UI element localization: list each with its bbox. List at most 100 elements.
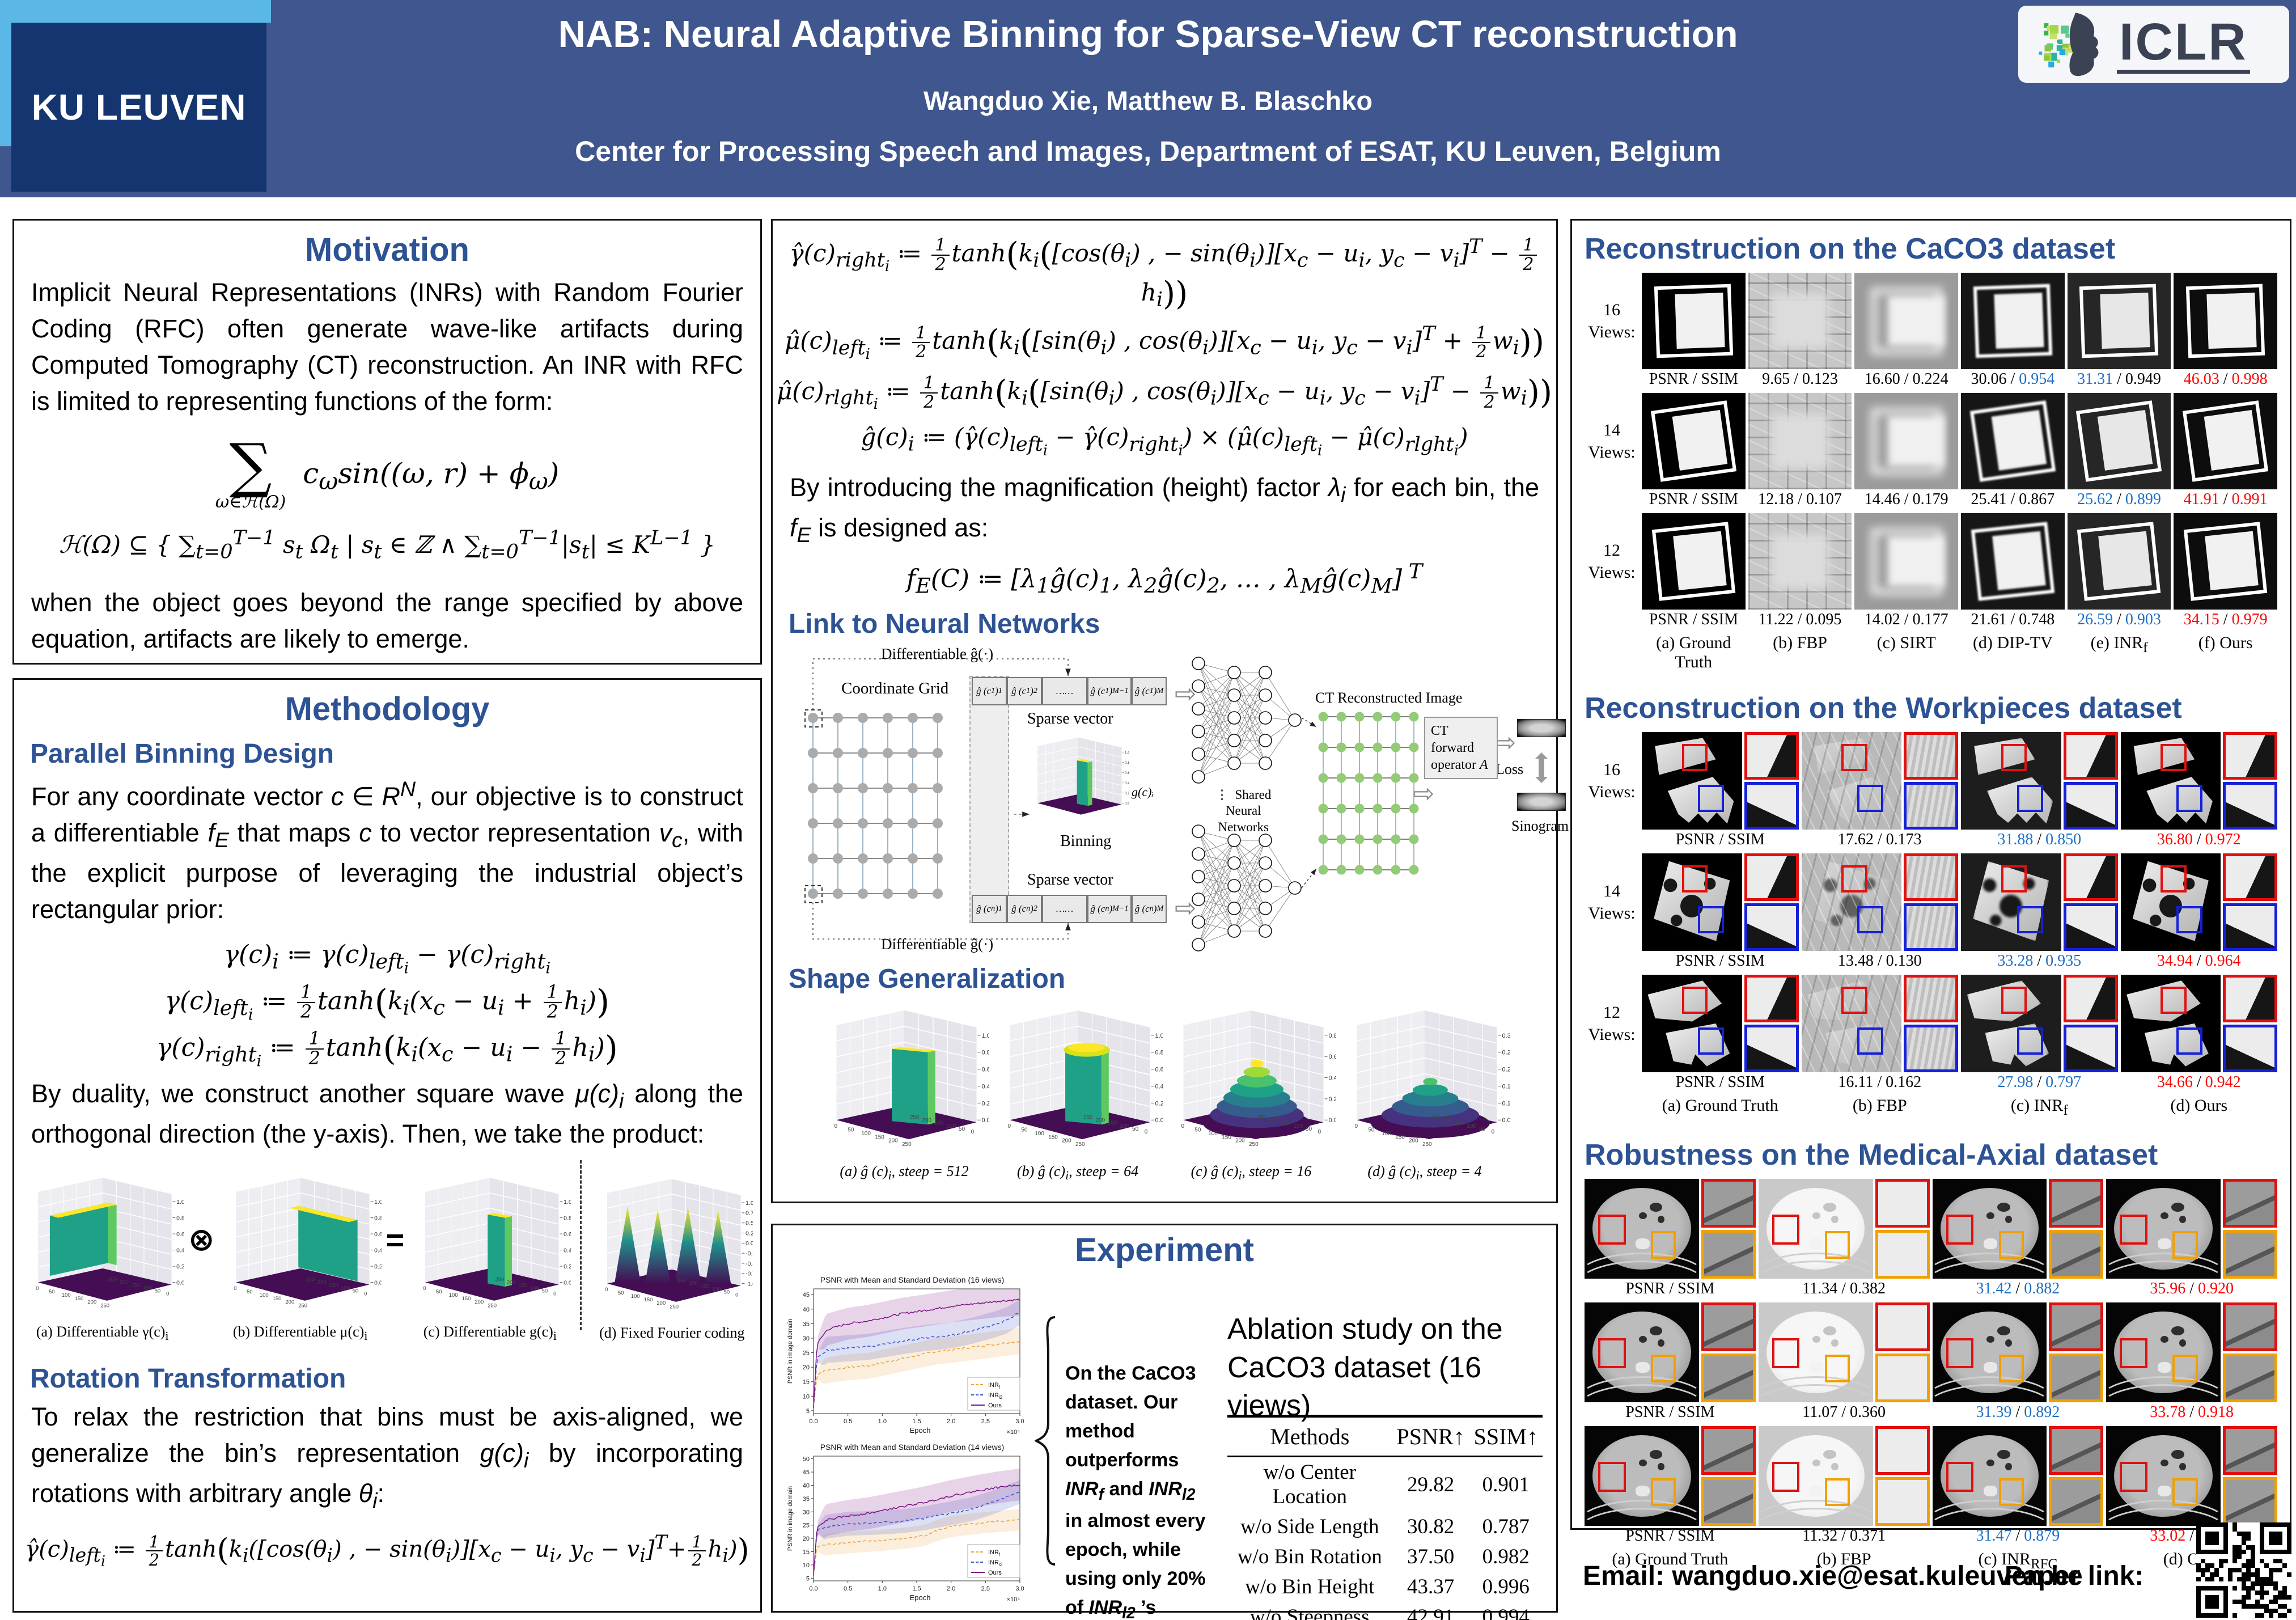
crop-orange: [1875, 1230, 1930, 1279]
crop-content: [1878, 1305, 1927, 1348]
svg-text:50: 50: [49, 1289, 55, 1295]
image-group: [2120, 975, 2277, 1072]
caco3-heading: Reconstruction on the CaCO3 dataset: [1585, 232, 2116, 265]
medical-image-gt: [1585, 1179, 1699, 1279]
svg-text:0: 0: [553, 1291, 556, 1297]
crop-content: [2052, 1356, 2101, 1399]
crop-content: [2052, 1480, 2101, 1523]
parallel-binning-heading: Parallel Binning Design: [30, 739, 334, 769]
rotation-equation-1: γ̂(c)righti ≔ 1 2 tanh(ki([cos(θi) , − sin…: [773, 235, 1556, 312]
svg-text:0.25: 0.25: [745, 1231, 753, 1237]
svg-text:250: 250: [1430, 1114, 1440, 1120]
result-cells: [1642, 393, 2278, 489]
image-group: [1961, 853, 2118, 951]
image-group: [1758, 1426, 1930, 1526]
result-cells: [1585, 1302, 2277, 1402]
svg-text:-1.00: -1.00: [745, 1281, 753, 1288]
svg-text:0.8: 0.8: [374, 1215, 382, 1221]
sinogram-top: [1517, 718, 1566, 737]
svg-text:0: 0: [1318, 1129, 1321, 1135]
svg-text:Ours: Ours: [988, 1570, 1002, 1576]
workpiece-image-ours: [2121, 975, 2221, 1072]
crop-content: [2052, 1182, 2101, 1225]
methodology-paragraph-3: To relax the restriction that bins must …: [31, 1402, 743, 1513]
result-image: [1801, 732, 1901, 830]
svg-text:0.2: 0.2: [982, 1100, 989, 1107]
vector-cell: ĝ (c n) M: [1132, 894, 1167, 923]
crop-orange: [2049, 1477, 2104, 1526]
crop-content: [1704, 1429, 1753, 1472]
surface-caption: (c) Differentiable g(c)i: [423, 1323, 557, 1343]
crop-column: [1701, 1179, 1756, 1279]
result-image: [1854, 513, 1959, 610]
crop-content: [1747, 785, 1796, 827]
result-image: [2120, 853, 2221, 951]
svg-text:30: 30: [803, 1335, 810, 1342]
svg-text:250: 250: [902, 1141, 912, 1148]
vector-cell: ĝ (c 1) 1: [972, 676, 1007, 705]
crop-blue: [2063, 782, 2118, 830]
svg-text:3.0: 3.0: [1015, 1418, 1024, 1425]
paper-link-label: Paper link:: [2005, 1561, 2144, 1591]
svg-text:0.6: 0.6: [564, 1231, 571, 1237]
logo-accent-left: [0, 0, 11, 146]
logo-text: KU LEUVEN: [31, 87, 247, 128]
medical-image-ours: [2106, 1426, 2221, 1526]
crop-content: [1704, 1182, 1753, 1225]
column-caption: (a) Ground Truth: [1662, 1096, 1778, 1115]
svg-text:100: 100: [449, 1292, 458, 1298]
svg-text:50: 50: [154, 1288, 160, 1294]
diff-g-top-label: Differentiable ĝ(·): [881, 645, 994, 662]
shape-panel: 1.0 0.8 0.6 0.4 0.2 0.0 0 0 50 50 100 100 150 150 200 2…: [819, 1003, 989, 1183]
crop-content: [1747, 1027, 1796, 1069]
crop-red: [2063, 853, 2118, 901]
crop-content: [1907, 978, 1955, 1020]
medical-image-inr: [1932, 1302, 2047, 1402]
metric-value: 31.39 / 0.892: [1976, 1403, 2060, 1421]
svg-text:15: 15: [803, 1379, 810, 1386]
vector-cell: ……: [1042, 894, 1087, 923]
ct-image-gt: [1642, 393, 1746, 489]
ct-image-sirt: [1854, 393, 1959, 489]
shape-caption: (d) ĝ (c)i, steep = 4: [1367, 1162, 1482, 1182]
crop-orange: [1875, 1353, 1930, 1402]
crop-orange: [2223, 1477, 2277, 1526]
crop-red: [1904, 853, 1958, 901]
sparse-vector-top: ĝ (c 1) 1 ĝ (c 1) 2…… ĝ (c 1) M−1 ĝ (c 1) M: [972, 676, 1167, 705]
crop-column: [1875, 1426, 1930, 1526]
shape-caption: (a) ĝ (c)i, steep = 512: [840, 1162, 969, 1182]
image-group: [1585, 1179, 1756, 1279]
metric-value: 34.66 / 0.942: [2157, 1073, 2241, 1091]
iclr-face-icon: [2026, 9, 2111, 81]
svg-text:100: 100: [712, 1287, 721, 1293]
svg-text:0.5: 0.5: [844, 1585, 852, 1592]
logo-accent-top: [0, 0, 271, 23]
caco3-grid: 16 Views: PSNR / SSIM 9.65 / 0.123 16.60 / 0…: [1572, 273, 2290, 672]
result-image: [1642, 732, 1742, 830]
ct-image-dip: [1961, 393, 2065, 489]
svg-text:250: 250: [108, 1276, 117, 1283]
svg-text:250: 250: [488, 1302, 497, 1309]
ablation-cell: 30.82: [1407, 1515, 1455, 1538]
crop-column: [1875, 1302, 1930, 1402]
methodology-panel: Methodology Parallel Binning Design For …: [12, 678, 762, 1613]
methodology-paragraph-2: By duality, we construct another square …: [31, 1079, 743, 1149]
crop-content: [1878, 1429, 1927, 1472]
ablation-cell: 43.37: [1407, 1575, 1455, 1598]
metric-value: 31.47 / 0.879: [1976, 1527, 2060, 1545]
crop-content: [2226, 1305, 2274, 1348]
svg-text:200: 200: [87, 1299, 96, 1305]
svg-text:0.00: 0.00: [745, 1241, 753, 1247]
iclr-wordmark: ICLR: [2117, 15, 2250, 74]
svg-text:0.0: 0.0: [1125, 801, 1129, 805]
crop-content: [1704, 1305, 1753, 1348]
svg-text:0.6: 0.6: [1125, 771, 1129, 775]
svg-text:250: 250: [677, 1278, 687, 1284]
medical-image-fbp: [1758, 1302, 1873, 1402]
svg-text:100: 100: [530, 1285, 539, 1291]
metric-value: 12.18 / 0.107: [1758, 490, 1842, 508]
surface-panel: 1.00.80.60.40.20.00050501001001501502002…: [409, 1170, 571, 1343]
metric-line: PSNR / SSIM 17.62 / 0.173 31.88 / 0.850 36.…: [1585, 831, 2277, 849]
crop-column: [1744, 853, 1799, 951]
vector-cell: ĝ (c n) M−1: [1087, 894, 1132, 923]
